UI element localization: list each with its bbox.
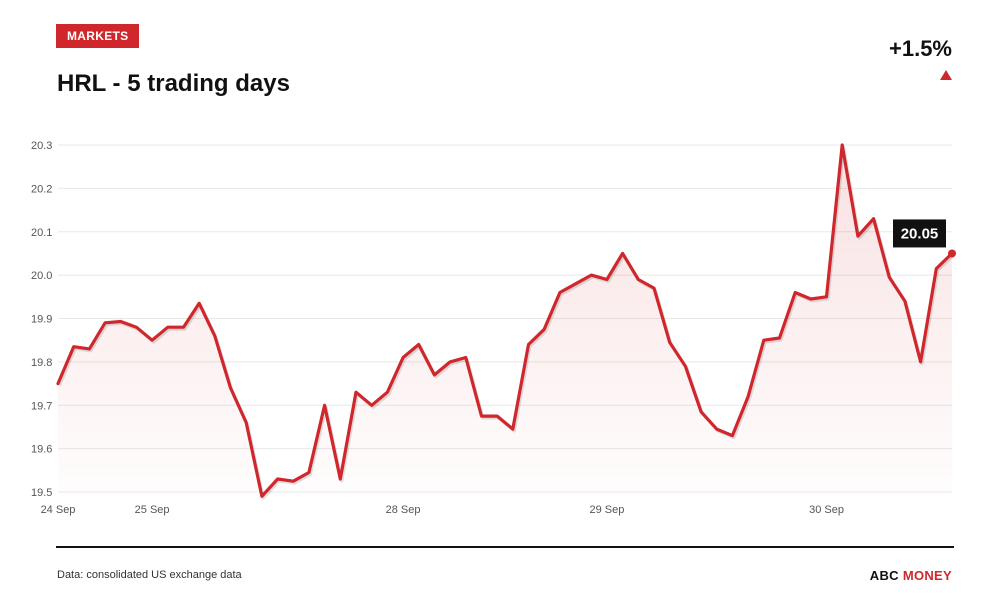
x-tick-label: 30 Sep: [809, 504, 844, 516]
y-tick-label: 20.1: [31, 227, 52, 239]
data-source: Data: consolidated US exchange data: [57, 569, 242, 581]
y-axis: 19.5 19.6 19.7 19.8 19.9 20.0 20.1 20.2 20.3: [31, 140, 52, 499]
x-tick-label: 29 Sep: [590, 504, 625, 516]
y-tick-label: 20.2: [31, 183, 52, 195]
up-arrow-icon: [940, 70, 952, 80]
price-chart: 19.5 19.6 19.7 19.8 19.9 20.0 20.1 20.2 20.3 24 …: [31, 140, 956, 516]
markets-badge: MARKETS: [56, 24, 140, 48]
last-price-label: 20.05: [901, 225, 939, 242]
brand-money: MONEY: [902, 568, 952, 583]
last-price-dot: [948, 249, 956, 258]
last-price-box: [893, 219, 946, 248]
y-tick-label: 20.0: [31, 270, 52, 282]
last-price-callout: 20.05: [893, 219, 946, 248]
brand-abc: ABC: [869, 568, 899, 583]
y-tick-label: 19.5: [31, 487, 52, 499]
y-tick-label: 19.6: [31, 444, 52, 456]
price-change: +1.5%: [889, 36, 952, 61]
chart-title: HRL - 5 trading days: [57, 70, 290, 97]
y-tick-label: 19.7: [31, 400, 52, 412]
brand-logo: ABC MONEY: [870, 568, 952, 583]
x-tick-label: 28 Sep: [386, 504, 421, 516]
x-tick-label: 25 Sep: [135, 504, 170, 516]
y-tick-label: 20.3: [31, 140, 52, 152]
x-tick-label: 24 Sep: [41, 504, 76, 516]
y-tick-label: 19.8: [31, 357, 52, 369]
price-area: [58, 145, 952, 497]
price-line: [56, 143, 954, 498]
x-axis: 24 Sep 25 Sep 28 Sep 29 Sep 30 Sep: [41, 504, 844, 516]
footer-rule: [56, 546, 954, 548]
y-tick-label: 19.9: [31, 314, 52, 326]
